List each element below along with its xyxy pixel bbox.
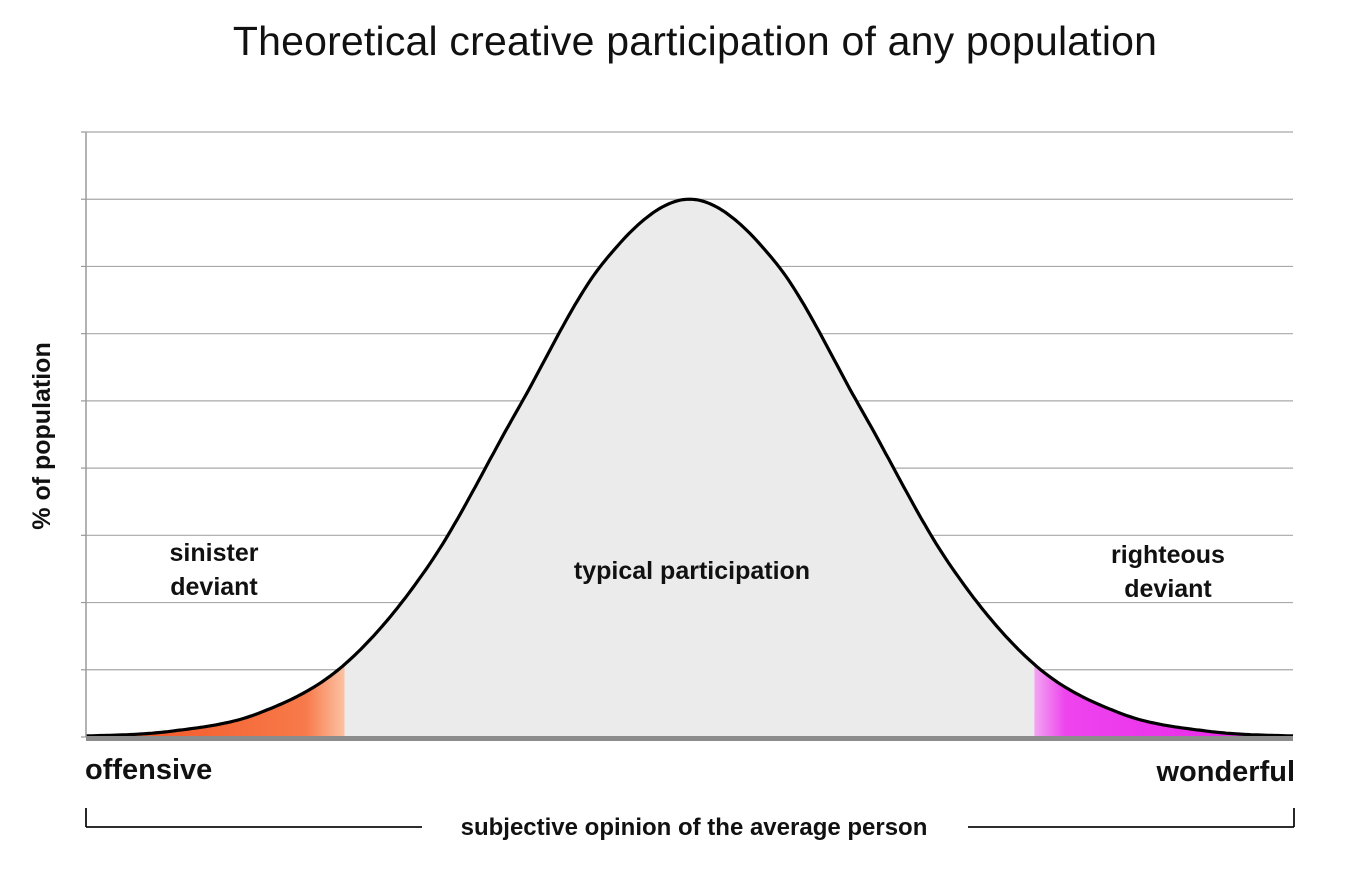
region-fill <box>1034 664 1293 737</box>
series-line <box>85 197 1294 738</box>
labels: % of population offensive wonderful subj… <box>28 342 1295 841</box>
y-axis-label: % of population <box>28 342 56 529</box>
region-fill <box>86 664 345 737</box>
region-label-line: sinister <box>170 539 259 567</box>
x-axis-label: subjective opinion of the average person <box>461 814 928 841</box>
region-label: typical participation <box>574 557 810 585</box>
region-label-line: typical participation <box>574 557 810 585</box>
region-fill <box>344 199 1035 737</box>
x-axis-line <box>86 736 1293 741</box>
region-label: righteous deviant <box>1111 541 1225 603</box>
region-label-line: deviant <box>1124 575 1212 603</box>
x-end-label-left: offensive <box>85 754 212 786</box>
chart-title: Theoretical creative participation of an… <box>232 18 1158 64</box>
region-label-line: righteous <box>1111 541 1225 569</box>
region-label: sinister deviant <box>170 539 259 601</box>
curve <box>85 197 1294 738</box>
x-axis-bracket <box>85 808 1295 828</box>
region-fills <box>86 199 1293 737</box>
region-label-line: deviant <box>170 573 258 601</box>
x-end-label-right: wonderful <box>1155 756 1295 788</box>
axes <box>81 131 1293 741</box>
